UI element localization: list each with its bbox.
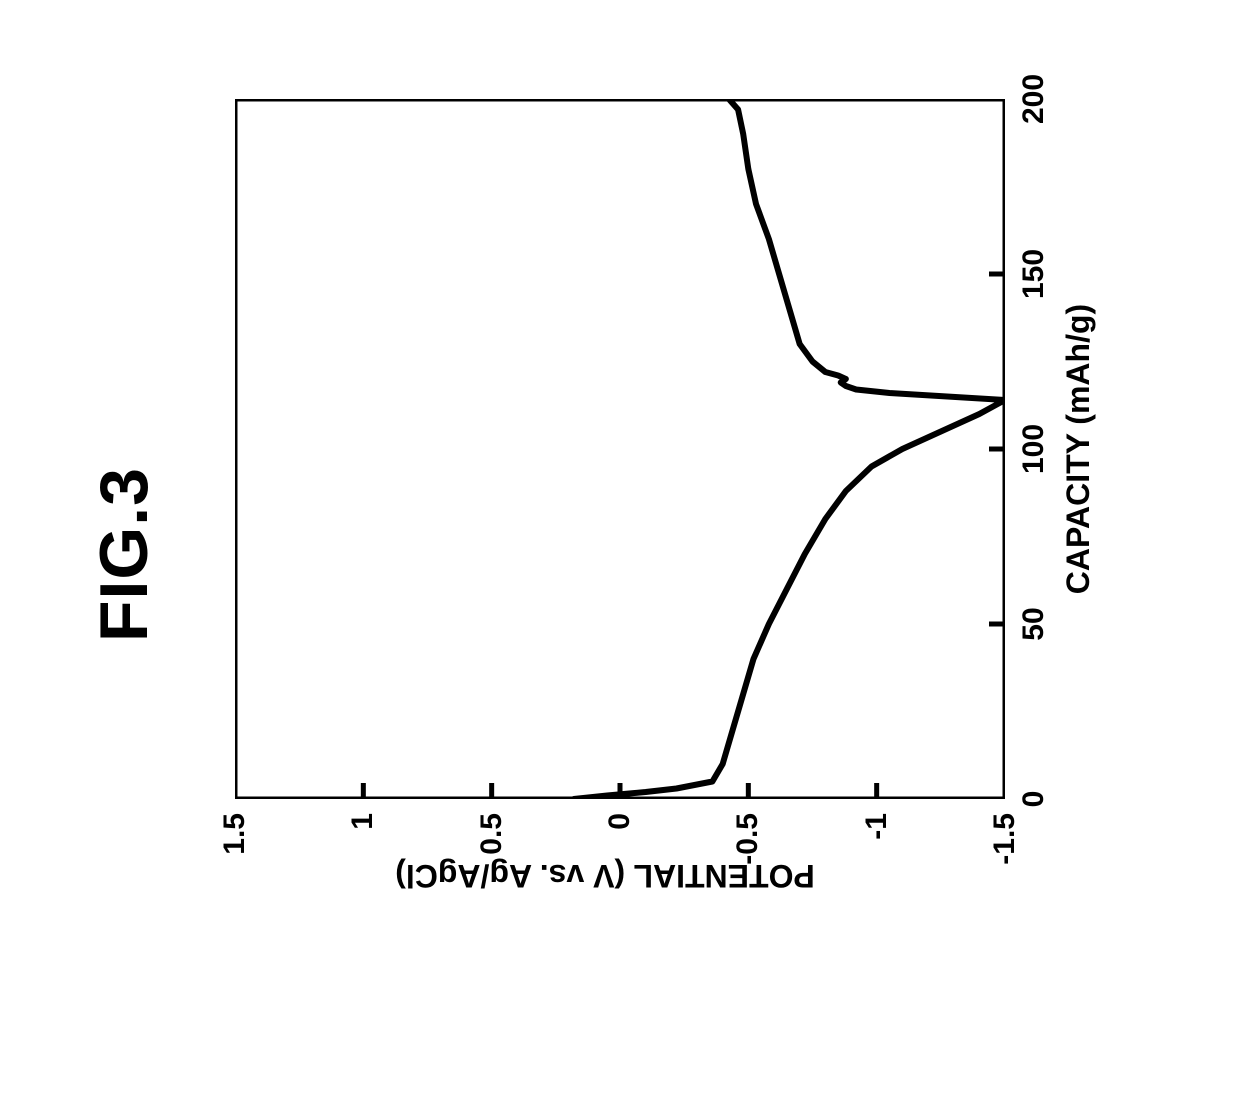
y-axis-label: POTENTIAL (V vs. Ag/AgCl) xyxy=(374,857,836,894)
stage: FIG.3 CAPACITY (mAh/g) POTENTIAL (V vs. … xyxy=(0,0,1240,1109)
y-tick-label: -0.5 xyxy=(731,813,765,865)
y-tick-label: 1.5 xyxy=(218,813,252,855)
y-tick-label: 1 xyxy=(346,813,380,830)
rotated-canvas: FIG.3 CAPACITY (mAh/g) POTENTIAL (V vs. … xyxy=(0,0,1240,1109)
y-tick-label: 0.5 xyxy=(475,813,509,855)
discharge-charge-curve xyxy=(574,99,1005,799)
line-chart-svg xyxy=(235,99,1005,799)
x-axis-label: CAPACITY (mAh/g) xyxy=(1060,99,1097,799)
figure-title: FIG.3 xyxy=(85,0,163,1109)
y-tick-label: 0 xyxy=(603,813,637,830)
x-tick-label: 100 xyxy=(1017,424,1051,474)
chart-area: CAPACITY (mAh/g) POTENTIAL (V vs. Ag/AgC… xyxy=(235,99,1005,799)
y-tick-label: -1 xyxy=(860,813,894,840)
x-tick-label: 200 xyxy=(1017,74,1051,124)
x-tick-label: 50 xyxy=(1017,607,1051,640)
y-tick-label: -1.5 xyxy=(988,813,1022,865)
x-tick-label: 150 xyxy=(1017,249,1051,299)
x-tick-label: 0 xyxy=(1017,791,1051,808)
